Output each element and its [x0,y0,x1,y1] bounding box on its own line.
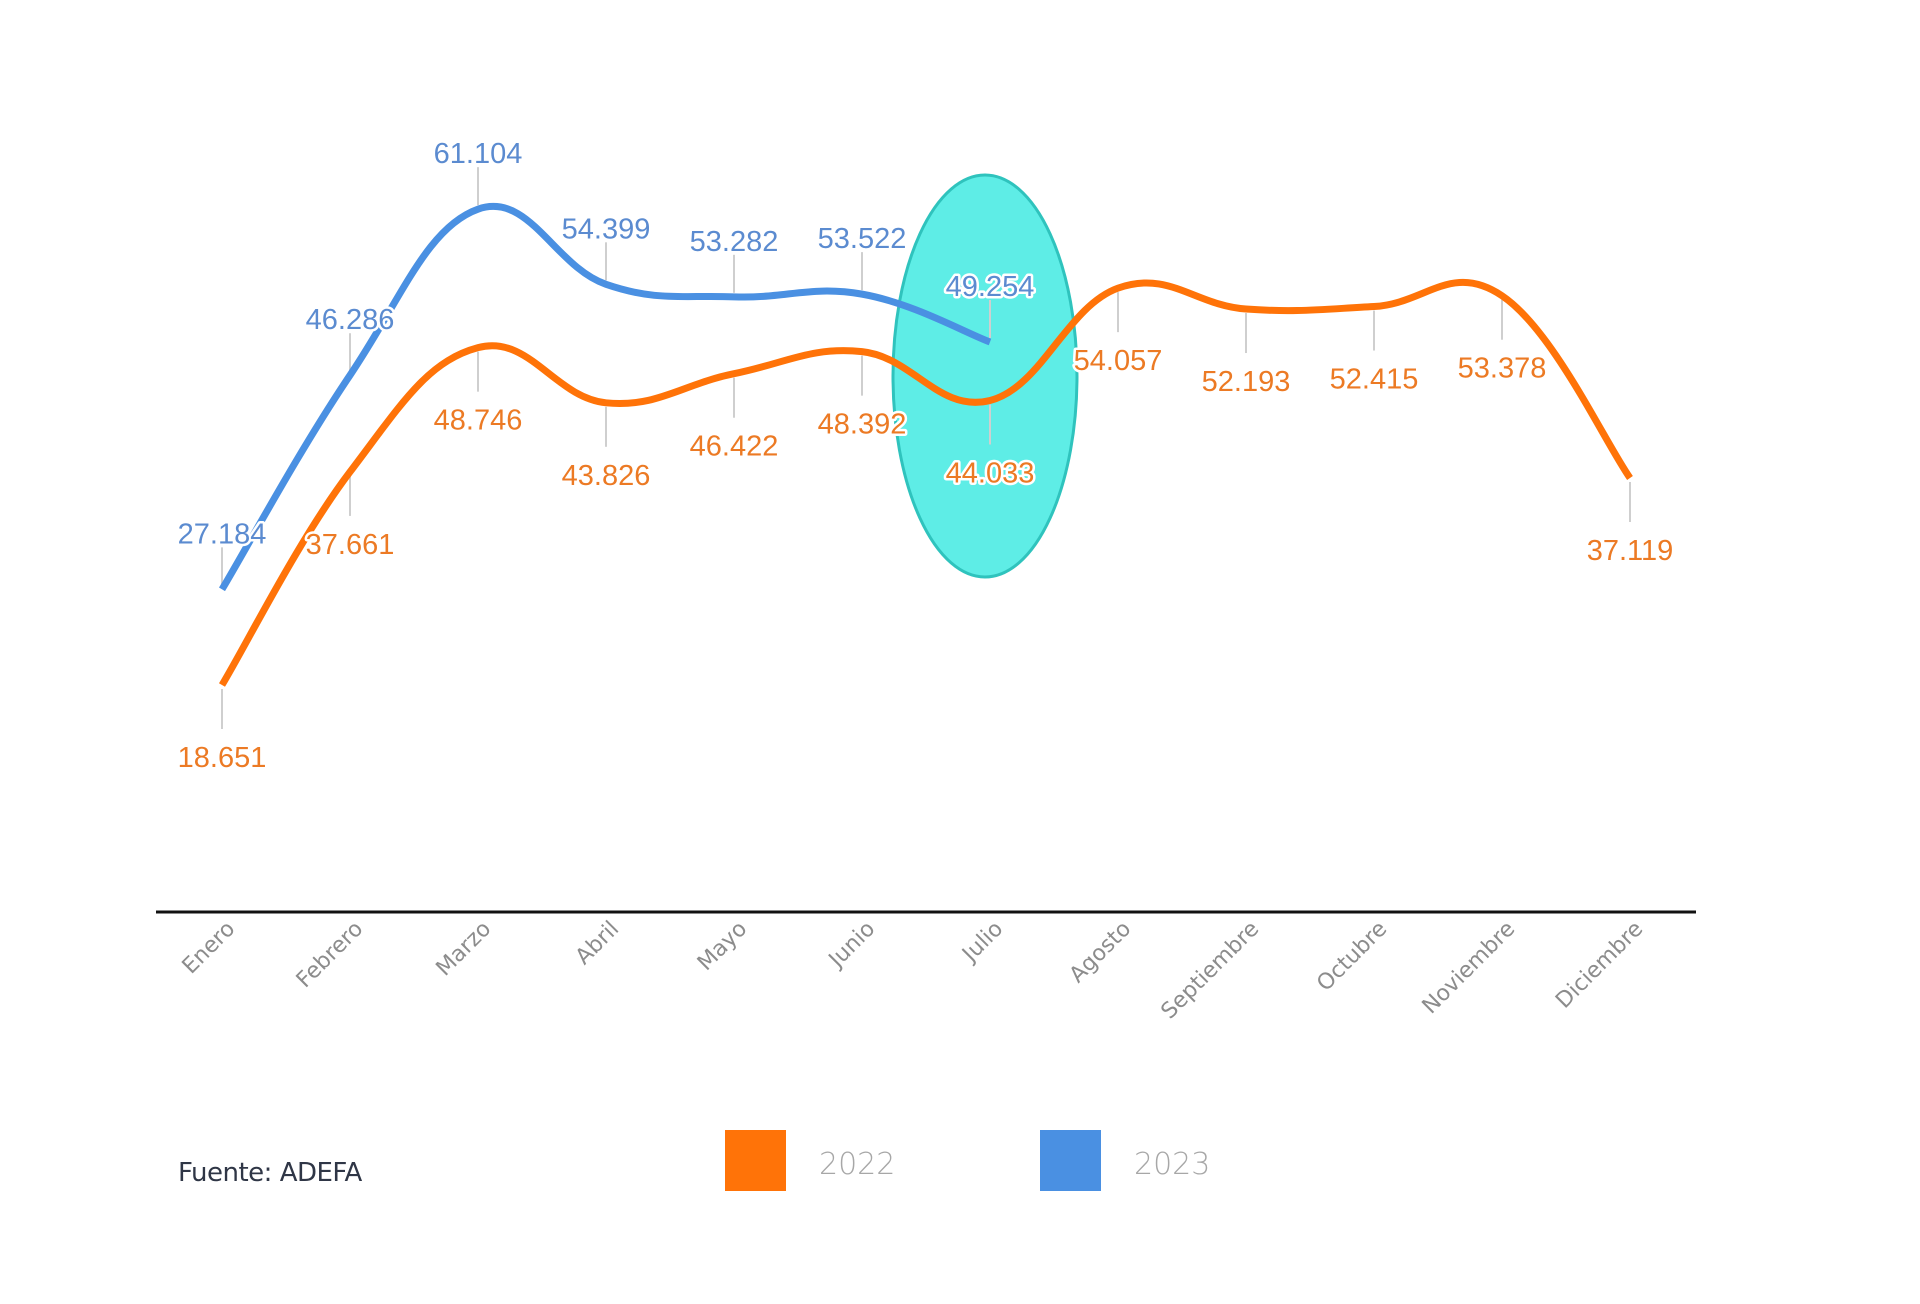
x-tick-label-noviembre: Noviembre [1418,917,1521,1020]
data-point-2022-octubre[interactable] [1370,303,1378,311]
data-label-2022-agosto: 54.057 [1074,345,1163,377]
x-tick-label-diciembre: Diciembre [1551,917,1648,1014]
x-tick-label-junio: Junio [823,917,880,974]
data-label-2022-mayo: 46.422 [690,431,779,463]
source-note: Fuente: ADEFA [178,1158,362,1188]
x-tick-label-mayo: Mayo [693,917,752,976]
highlight-layer [891,173,1079,579]
data-point-2022-noviembre[interactable] [1498,292,1506,300]
data-point-2023-junio[interactable] [858,290,866,298]
series-line-2022[interactable] [218,278,1633,687]
legend-label-2022[interactable]: 2022 [819,1147,895,1182]
data-point-2022-septiembre[interactable] [1242,305,1250,313]
data-point-2023-abril[interactable] [602,280,610,288]
data-label-2022-junio: 48.392 [818,409,907,441]
data-label-2023-abril: 54.399 [562,213,651,245]
data-point-2022-julio[interactable] [986,396,994,404]
legend-swatch-2023[interactable] [1040,1130,1101,1191]
data-label-2023-marzo: 61.104 [434,138,523,170]
data-labels: 18.651 37.661 48.746 43.826 46.422 48.392 44.0… [175,136,1676,777]
data-point-2023-julio[interactable] [986,338,994,346]
legend: 2022 2023 [725,1130,1210,1191]
x-tick-label-abril: Abril [571,917,624,970]
data-point-2022-junio[interactable] [858,348,866,356]
data-point-2023-enero[interactable] [218,585,226,593]
data-point-2023-febrero[interactable] [346,371,354,379]
x-tick-label-octubre: Octubre [1312,917,1392,997]
x-tick-label-septiembre: Septiembre [1157,917,1265,1025]
data-label-2022-enero: 18.651 [178,742,267,774]
x-tick-label-enero: Enero [178,917,241,980]
data-label-2022-octubre: 52.415 [1330,364,1419,396]
x-tick-label-marzo: Marzo [432,917,497,982]
data-label-2022-septiembre: 52.193 [1202,366,1291,398]
data-point-2022-diciembre[interactable] [1626,474,1634,482]
data-label-2023-enero: 27.184 [178,518,267,550]
data-label-2023-febrero: 46.286 [306,304,395,336]
data-label-2022-noviembre: 53.378 [1458,353,1547,385]
x-tick-labels: Enero Febrero Marzo Abril Mayo Junio Julio Agos… [178,917,1649,1025]
highlight-ellipse-julio [891,173,1079,579]
x-tick-label-julio: Julio [957,917,1009,969]
x-tick-label-febrero: Febrero [292,917,368,993]
data-point-2023-marzo[interactable] [474,205,482,213]
data-point-2022-agosto[interactable] [1114,284,1122,292]
x-tick-label-agosto: Agosto [1065,917,1136,988]
data-point-2022-abril[interactable] [602,399,610,407]
series-line-2023[interactable] [218,203,992,592]
data-point-2023-mayo[interactable] [730,293,738,301]
data-label-2022-febrero: 37.661 [306,529,395,561]
data-point-2022-mayo[interactable] [730,370,738,378]
data-label-2022-abril: 43.826 [562,460,651,492]
data-label-2022-marzo: 48.746 [434,405,523,437]
legend-label-2023[interactable]: 2023 [1134,1147,1210,1182]
data-point-2022-marzo[interactable] [474,344,482,352]
series-lines [218,203,1634,689]
leader-lines [221,167,1631,729]
legend-swatch-2022[interactable] [725,1130,786,1191]
data-label-2022-diciembre: 37.119 [1587,535,1674,567]
data-label-2023-junio: 53.522 [818,223,907,255]
data-point-2022-enero[interactable] [218,681,226,689]
data-point-2022-febrero[interactable] [346,468,354,476]
data-label-2023-julio: 49.254 [946,271,1035,303]
data-label-2023-mayo: 53.282 [690,226,779,258]
data-label-2022-julio: 44.033 [946,457,1035,489]
